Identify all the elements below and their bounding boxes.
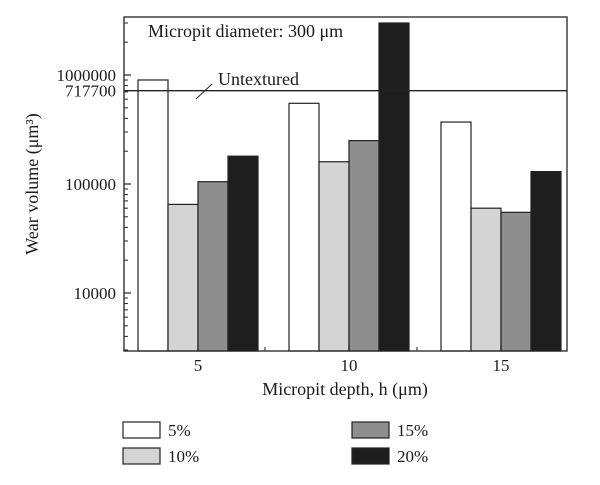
y-tick-label: 10000 [74, 284, 117, 303]
y-tick-label: 100000 [65, 175, 116, 194]
bar-15-15pct [500, 211, 532, 352]
untextured-label-leader [195, 83, 213, 100]
bar-10-15pct [348, 140, 380, 352]
legend-label: 15% [397, 421, 428, 440]
bar-15-20pct [530, 170, 562, 352]
legend-label: 5% [168, 421, 191, 440]
bar-10-5pct [288, 102, 320, 352]
untextured-label: Untextured [218, 69, 299, 89]
legend-swatch-10pct [122, 447, 161, 465]
bar-10-20pct [378, 22, 410, 352]
y-tick-label: 1000000 [57, 66, 117, 85]
y-reference-value-label: 717700 [65, 82, 116, 101]
x-tick-label: 15 [493, 356, 510, 375]
bar-15-10pct [470, 207, 502, 352]
legend-swatch-5pct [122, 421, 161, 439]
legend: 5% 10% 15% 20% [122, 421, 428, 466]
x-axis-title: Micropit depth, h (μm) [262, 379, 428, 400]
x-tick-label: 10 [341, 356, 358, 375]
y-axis-title: Wear volume (μm³) [22, 113, 43, 255]
bar-5-10pct [167, 203, 199, 352]
chart-title: Micropit diameter: 300 μm [148, 21, 343, 41]
legend-label: 10% [168, 447, 199, 466]
bar-5-5pct [137, 79, 169, 352]
legend-label: 20% [397, 447, 428, 466]
legend-swatch-20pct [351, 447, 390, 465]
x-axis: 5 10 15 [194, 345, 510, 375]
legend-swatch-15pct [351, 421, 390, 439]
bar-10-10pct [318, 161, 350, 352]
bar-15-5pct [440, 121, 472, 352]
bar-5-15pct [197, 181, 229, 352]
bar-5-20pct [227, 155, 259, 352]
x-tick-label: 5 [194, 356, 203, 375]
bars-layer [137, 22, 562, 352]
